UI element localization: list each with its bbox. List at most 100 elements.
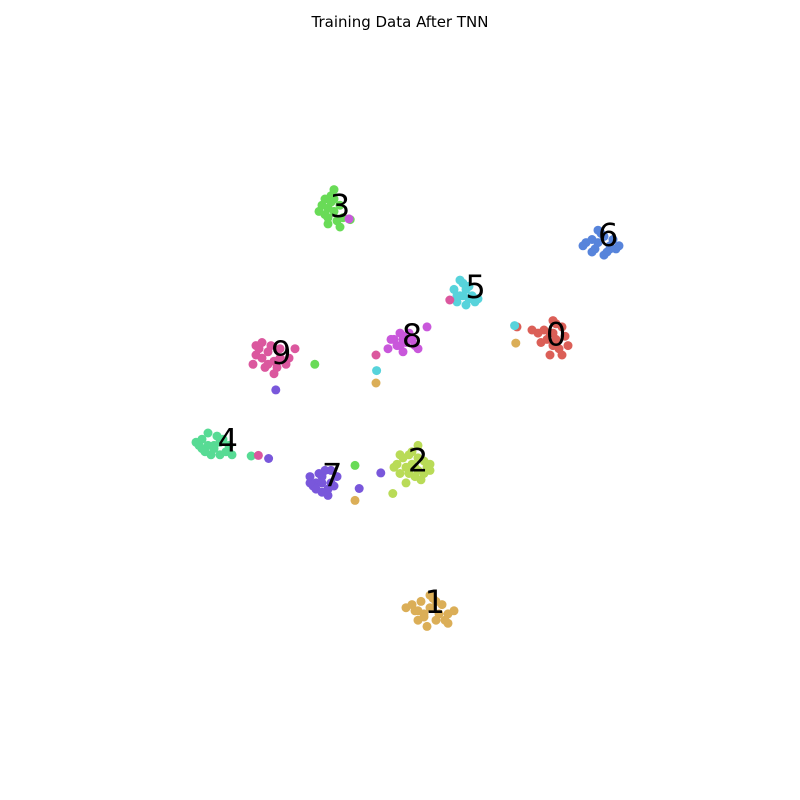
point-class-7 (317, 478, 327, 488)
point-class-2 (413, 440, 423, 450)
point-class-1 (416, 596, 426, 606)
point-class-9 (263, 359, 273, 369)
point-class-5 (461, 300, 471, 310)
point-class-5 (455, 275, 465, 285)
outlier-point-class-9 (371, 350, 381, 360)
point-class-3 (314, 206, 324, 216)
point-class-2 (410, 462, 420, 472)
point-class-3 (323, 213, 333, 223)
outlier-point-class-3 (350, 460, 360, 470)
outlier-point-class-9 (253, 450, 263, 460)
point-class-1 (425, 603, 435, 613)
outlier-point-class-1 (511, 338, 521, 348)
point-class-9 (266, 341, 276, 351)
point-class-1 (401, 603, 411, 613)
point-class-6 (587, 247, 597, 257)
cluster-label-5: 5 (465, 268, 485, 306)
point-class-5 (464, 281, 474, 291)
point-class-4 (224, 440, 234, 450)
point-class-1 (413, 615, 423, 625)
cluster-label-1: 1 (425, 583, 445, 621)
point-class-9 (248, 359, 258, 369)
point-class-2 (425, 465, 435, 475)
point-class-9 (275, 353, 285, 363)
outlier-point-class-7 (271, 385, 281, 395)
cluster-label-7: 7 (322, 456, 342, 494)
point-class-4 (197, 444, 207, 454)
point-class-8 (392, 341, 402, 351)
point-class-8 (398, 334, 408, 344)
point-class-6 (605, 244, 615, 254)
point-class-3 (335, 222, 345, 232)
point-class-0 (548, 316, 558, 326)
point-class-5 (452, 297, 462, 307)
point-class-5 (452, 291, 462, 301)
point-class-7 (329, 481, 339, 491)
point-class-1 (443, 618, 453, 628)
cluster-label-6: 6 (598, 216, 618, 254)
outlier-point-class-1 (350, 495, 360, 505)
point-class-4 (191, 437, 201, 447)
point-class-0 (563, 341, 573, 351)
point-class-1 (434, 609, 444, 619)
outlier-point-class-2 (388, 489, 398, 498)
point-class-9 (284, 353, 294, 363)
point-class-4 (227, 450, 237, 460)
point-class-4 (203, 428, 213, 438)
point-class-7 (311, 484, 321, 494)
point-class-9 (275, 344, 285, 354)
point-class-2 (413, 453, 423, 463)
point-class-4 (215, 450, 225, 460)
point-class-1 (431, 596, 441, 606)
point-class-3 (335, 200, 345, 210)
point-class-8 (383, 344, 393, 354)
point-class-3 (323, 219, 333, 229)
point-class-2 (395, 469, 405, 478)
point-class-1 (410, 606, 420, 616)
outlier-point-class-7 (376, 468, 386, 478)
outlier-point-class-8 (344, 214, 354, 224)
point-class-7 (332, 472, 342, 482)
point-class-5 (473, 294, 483, 304)
point-class-0 (536, 338, 546, 347)
point-class-0 (560, 331, 570, 341)
cluster-label-4: 4 (218, 421, 238, 459)
point-class-0 (557, 350, 567, 360)
cluster-label-9: 9 (271, 334, 291, 372)
point-class-1 (419, 609, 429, 619)
point-class-1 (422, 621, 432, 631)
outlier-point-class-1 (371, 378, 381, 388)
point-class-6 (608, 235, 618, 244)
point-class-8 (398, 347, 408, 357)
point-class-2 (404, 469, 414, 478)
point-class-6 (578, 241, 588, 251)
point-class-0 (527, 325, 537, 335)
point-class-2 (401, 478, 411, 488)
outlier-point-class-5 (372, 366, 382, 376)
point-class-4 (218, 434, 228, 444)
point-class-2 (407, 447, 417, 457)
point-class-7 (326, 465, 336, 475)
cluster-label-8: 8 (402, 317, 422, 355)
cluster-label-2: 2 (408, 441, 428, 479)
point-class-8 (413, 344, 423, 354)
outlier-point-class-7 (264, 454, 274, 463)
point-class-2 (395, 450, 405, 460)
point-class-4 (209, 440, 219, 450)
outlier-point-class-4 (246, 451, 256, 461)
point-class-3 (329, 206, 339, 216)
outlier-point-class-9 (445, 295, 455, 305)
point-class-7 (305, 472, 315, 482)
point-class-0 (545, 350, 555, 360)
point-class-9 (269, 369, 279, 379)
point-class-7 (305, 478, 315, 488)
point-class-6 (593, 225, 603, 235)
point-class-9 (290, 344, 300, 354)
point-class-7 (323, 490, 333, 500)
point-class-3 (326, 197, 336, 207)
point-class-2 (389, 462, 399, 472)
outlier-point-class-5 (510, 321, 520, 331)
chart-title: Training Data After TNN (311, 13, 489, 31)
point-class-0 (548, 328, 558, 338)
